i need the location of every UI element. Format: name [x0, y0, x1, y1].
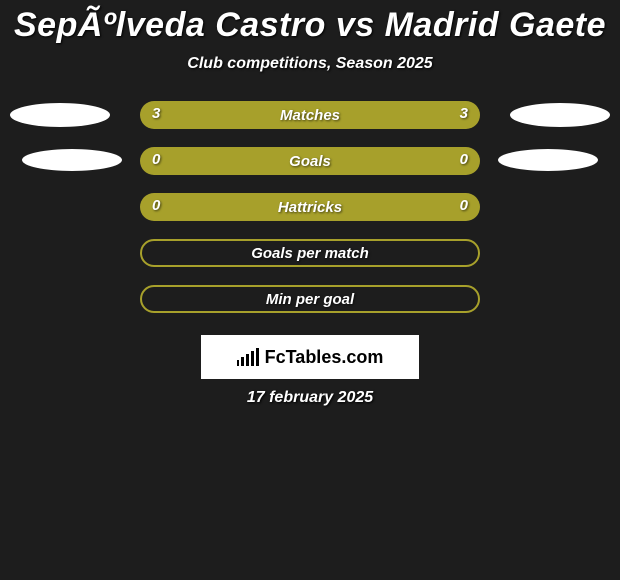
stat-label: Matches — [280, 107, 340, 124]
bars-icon — [237, 348, 259, 366]
stat-label: Hattricks — [278, 199, 342, 216]
stat-value-left: 3 — [152, 105, 160, 122]
ellipse-right — [498, 149, 598, 171]
stat-value-right: 0 — [460, 197, 468, 214]
stat-value-right: 3 — [460, 105, 468, 122]
stat-row-matches: Matches 3 3 — [0, 101, 620, 147]
stat-row-gpm: Goals per match — [0, 239, 620, 285]
stat-row-goals: Goals 0 0 — [0, 147, 620, 193]
ellipse-left — [22, 149, 122, 171]
stat-bar: Goals per match — [140, 239, 480, 267]
stat-label: Goals — [289, 153, 331, 170]
brand-badge[interactable]: FcTables.com — [201, 335, 419, 379]
stat-bar: Matches — [140, 101, 480, 129]
stat-bar: Min per goal — [140, 285, 480, 313]
date-label: 17 february 2025 — [0, 389, 620, 407]
stat-bar: Hattricks — [140, 193, 480, 221]
stat-label: Goals per match — [251, 245, 369, 262]
stat-value-right: 0 — [460, 151, 468, 168]
brand-text: FcTables.com — [265, 347, 384, 368]
stat-row-mpg: Min per goal — [0, 285, 620, 331]
stat-label: Min per goal — [266, 291, 354, 308]
subtitle: Club competitions, Season 2025 — [0, 55, 620, 73]
page-title: SepÃºlveda Castro vs Madrid Gaete — [0, 6, 620, 45]
stat-value-left: 0 — [152, 151, 160, 168]
stat-bar: Goals — [140, 147, 480, 175]
ellipse-left — [10, 103, 110, 127]
ellipse-right — [510, 103, 610, 127]
stat-row-hattricks: Hattricks 0 0 — [0, 193, 620, 239]
comparison-card: SepÃºlveda Castro vs Madrid Gaete Club c… — [0, 0, 620, 407]
stat-value-left: 0 — [152, 197, 160, 214]
